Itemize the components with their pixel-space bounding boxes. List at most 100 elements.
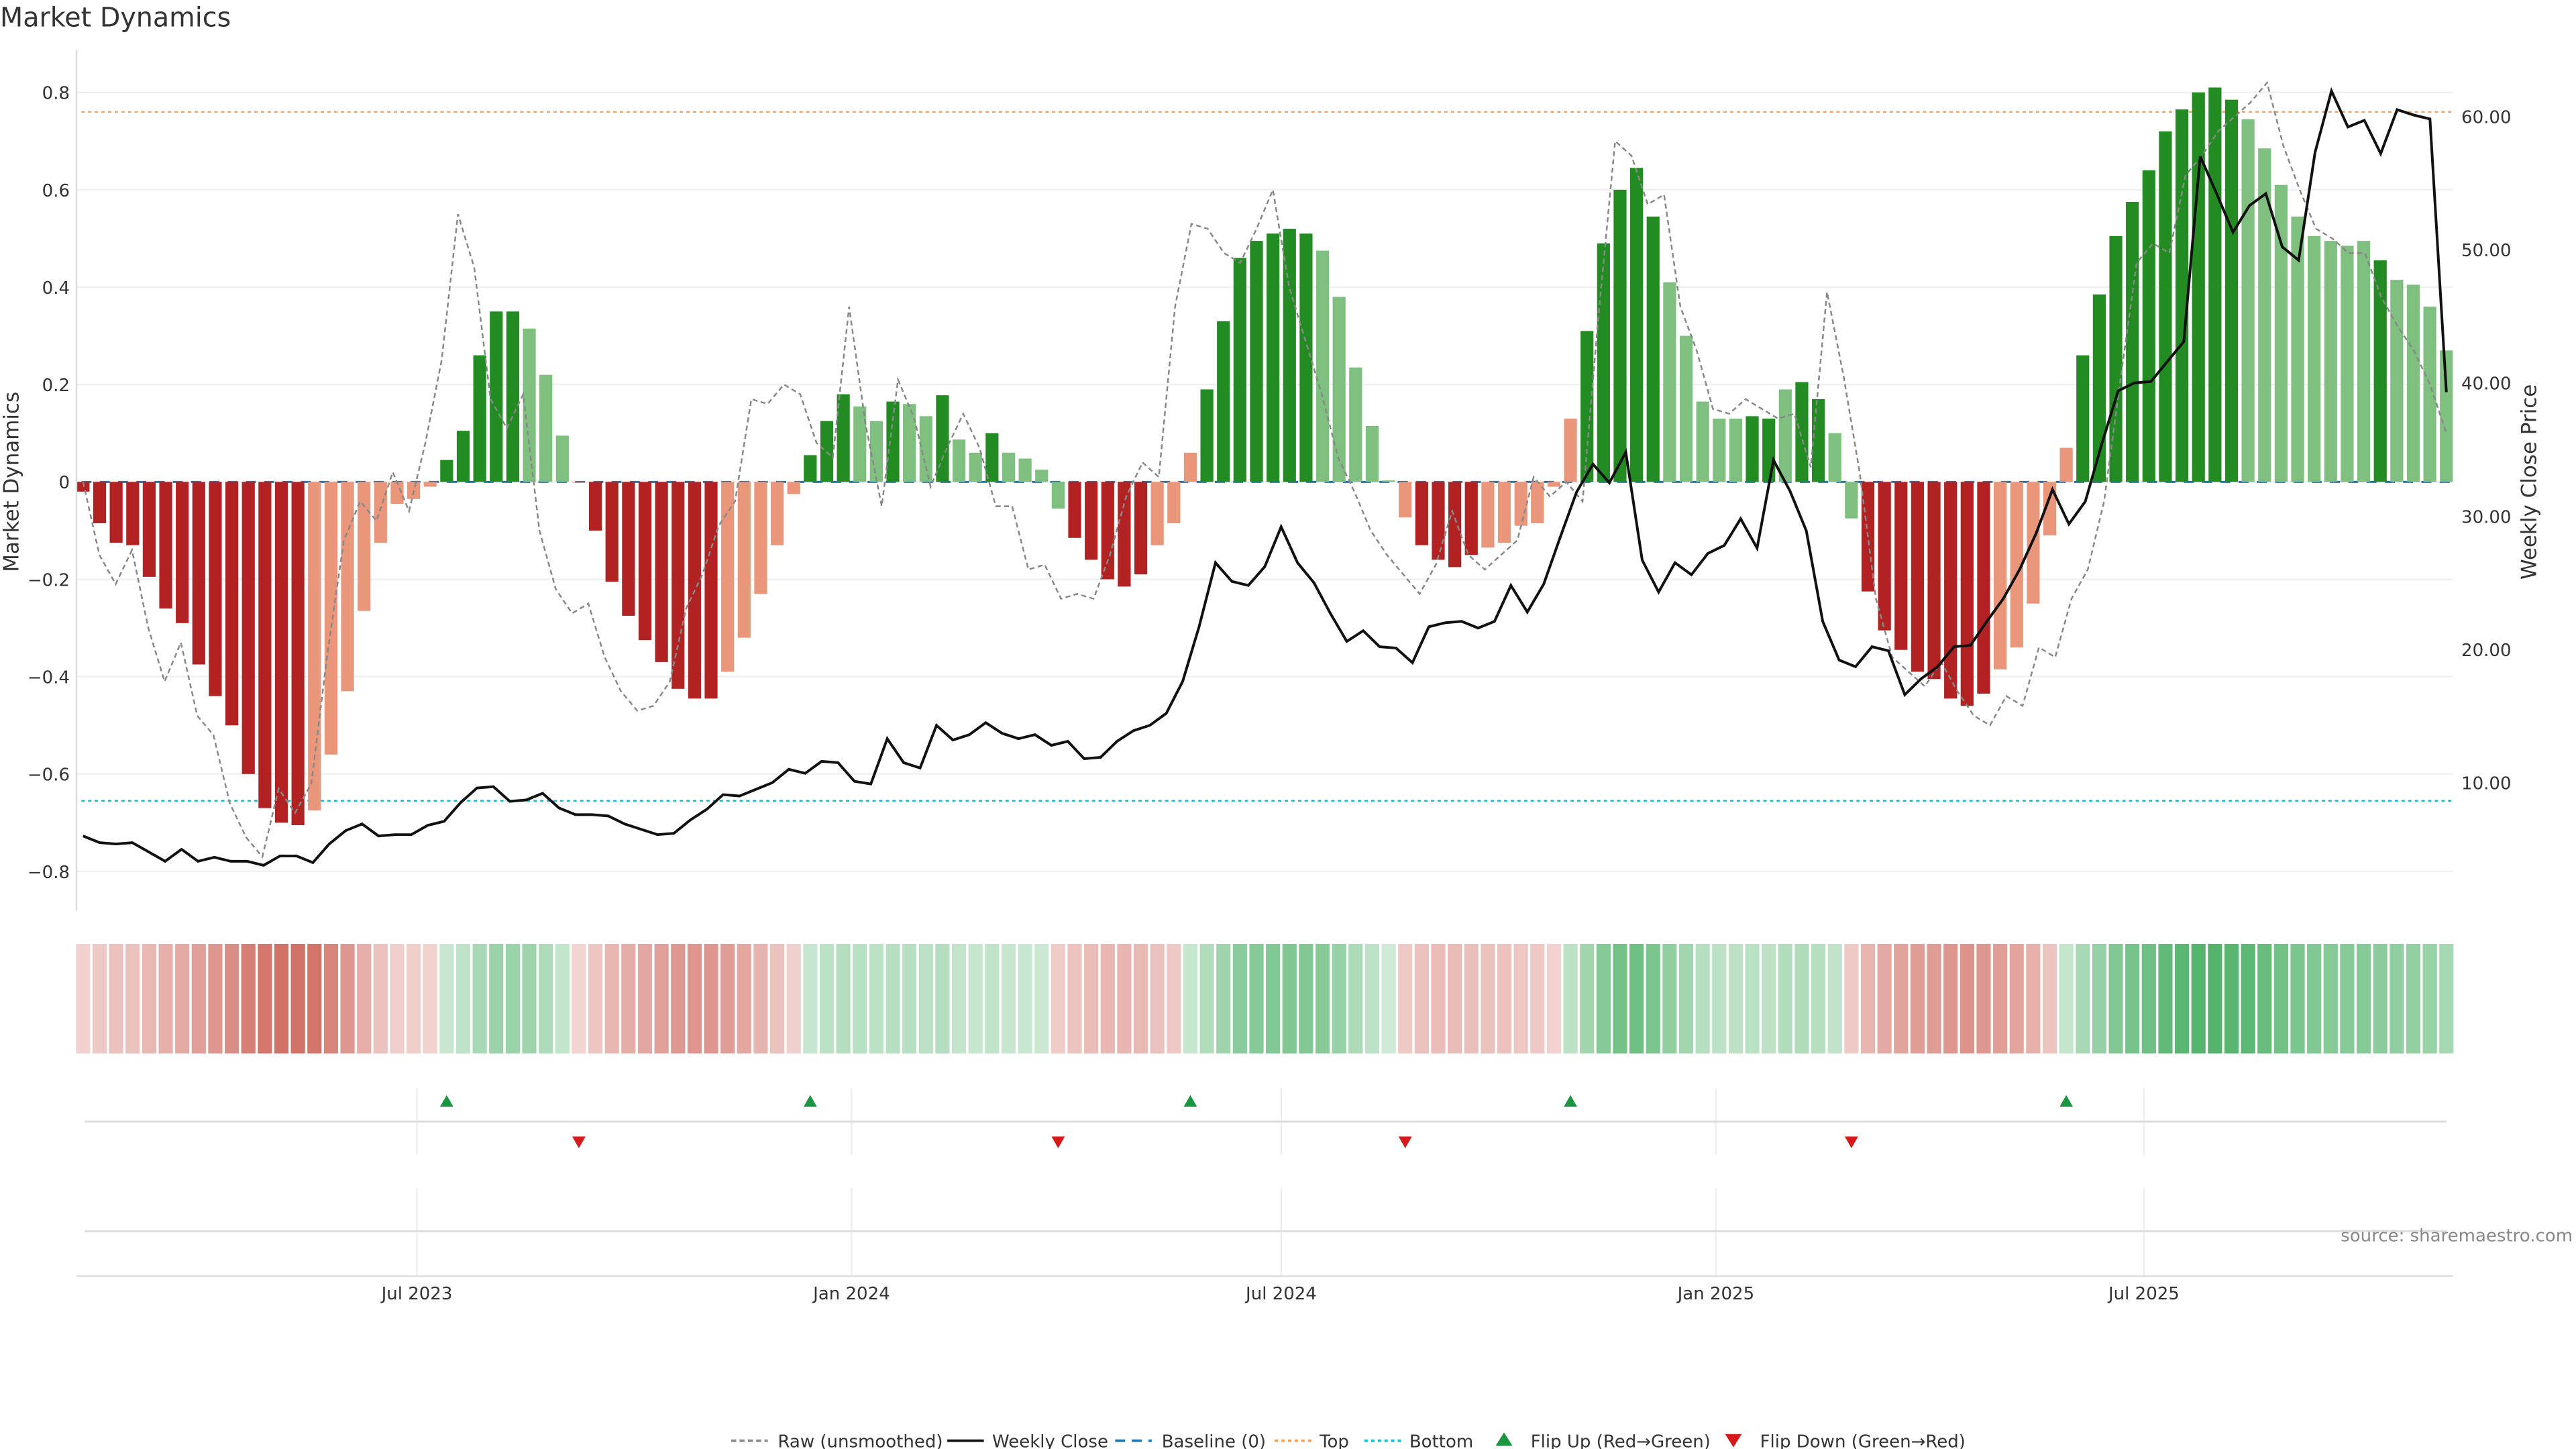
heatmap-cell	[142, 943, 157, 1054]
heatmap-cell	[505, 943, 520, 1054]
heatmap-cell	[455, 943, 471, 1054]
heatmap-cell	[2356, 943, 2371, 1054]
heatmap-cell	[1448, 943, 1462, 1054]
heatmap-cell	[290, 943, 305, 1054]
heatmap-cell	[1695, 943, 1710, 1054]
bar	[969, 452, 982, 482]
legend-top-label: Top	[1319, 1432, 1349, 1449]
bar	[1267, 233, 1280, 482]
bar	[1894, 482, 1908, 650]
bar	[1118, 482, 1131, 587]
heatmap-cell	[1364, 943, 1380, 1054]
y-tick-right: 30.00	[2461, 507, 2511, 527]
heatmap-cell	[604, 943, 619, 1054]
heatmap-cell	[2439, 943, 2454, 1054]
heatmap-cell	[687, 943, 702, 1054]
raw-line	[82, 80, 2447, 859]
heatmap-cell	[1199, 943, 1214, 1054]
heatmap-cell	[2059, 943, 2074, 1054]
bar	[2258, 148, 2271, 482]
bar	[837, 394, 850, 482]
legend: Raw (unsmoothed) Weekly Close Baseline (0)…	[731, 1432, 1966, 1449]
heatmap-cell	[406, 943, 421, 1054]
heatmap-cell	[1662, 943, 1677, 1054]
heatmap-cell	[1381, 943, 1396, 1054]
bar	[490, 311, 503, 482]
bar	[638, 482, 652, 641]
heatmap-cell	[1067, 943, 1082, 1054]
heatmap-cell	[1232, 943, 1247, 1054]
bar	[605, 482, 619, 582]
heatmap-cell	[109, 943, 123, 1054]
heatmap-cell	[1894, 943, 1909, 1054]
bar	[1944, 482, 1957, 699]
bar	[1085, 482, 1098, 560]
bar	[1497, 482, 1511, 543]
heatmap-cell	[1530, 943, 1545, 1054]
heatmap-cell	[968, 943, 983, 1054]
y-tick-left: −0.6	[28, 765, 70, 786]
bar	[1399, 482, 1412, 518]
heatmap-cell	[2307, 943, 2322, 1054]
bar	[126, 482, 140, 545]
heatmap-cell	[1167, 943, 1181, 1054]
bar	[1035, 470, 1049, 482]
bar	[473, 355, 486, 482]
bar	[2208, 87, 2222, 482]
bar	[588, 482, 602, 531]
heatmap-cell	[720, 943, 735, 1054]
bar	[2059, 447, 2073, 482]
bar	[2043, 482, 2057, 536]
bar	[93, 482, 107, 524]
bar	[291, 482, 305, 826]
heatmap-cell	[1001, 943, 1016, 1054]
heatmap-cell	[1348, 943, 1363, 1054]
heatmap-cell	[1018, 943, 1032, 1054]
heatmap-cell	[2241, 943, 2255, 1054]
heatmap-cell	[2158, 943, 2173, 1054]
heatmap-cell	[737, 943, 751, 1054]
bar	[1299, 233, 1313, 482]
flip-markers-panel	[85, 1088, 2447, 1277]
bar	[308, 482, 321, 811]
heatmap-cell	[2224, 943, 2239, 1054]
bar	[258, 482, 272, 808]
heatmap-cell	[274, 943, 289, 1054]
bar	[1233, 258, 1246, 482]
flip-up-marker	[1564, 1095, 1577, 1107]
bar	[1051, 482, 1065, 509]
bar	[1713, 418, 1726, 482]
bar	[1200, 389, 1214, 482]
heatmap-cell	[572, 943, 586, 1054]
bar	[341, 482, 354, 692]
bar	[1101, 482, 1114, 580]
bar	[358, 482, 371, 611]
heatmap-cell	[769, 943, 785, 1054]
bar	[2274, 184, 2288, 482]
x-tick: Jul 2024	[1244, 1284, 1317, 1304]
bar	[1365, 425, 1379, 482]
bar	[2373, 260, 2387, 482]
heatmap-cell	[1497, 943, 1512, 1054]
heatmap-cell	[1513, 943, 1528, 1054]
heatmap-cell	[1216, 943, 1231, 1054]
flip-down-marker	[1051, 1136, 1065, 1148]
heatmap-cell	[2290, 943, 2305, 1054]
y-tick-right: 60.00	[2461, 107, 2511, 127]
heatmap-cell	[1943, 943, 1958, 1054]
heatmap-cell	[1778, 943, 1792, 1054]
heatmap-cell	[1150, 943, 1165, 1054]
y-tick-left: 0.8	[42, 84, 70, 104]
bar	[2142, 170, 2155, 482]
heatmap-cell	[836, 943, 851, 1054]
bar	[721, 482, 735, 672]
heatmap-cell	[357, 943, 372, 1054]
heatmap-cell	[1794, 943, 1809, 1054]
bar	[555, 435, 569, 482]
heatmap-cell	[2092, 943, 2107, 1054]
bar	[1696, 401, 1709, 482]
heatmap-cell	[786, 943, 801, 1054]
heatmap-cell	[1629, 943, 1644, 1054]
bar	[2241, 119, 2255, 482]
heatmap-cell	[1084, 943, 1099, 1054]
